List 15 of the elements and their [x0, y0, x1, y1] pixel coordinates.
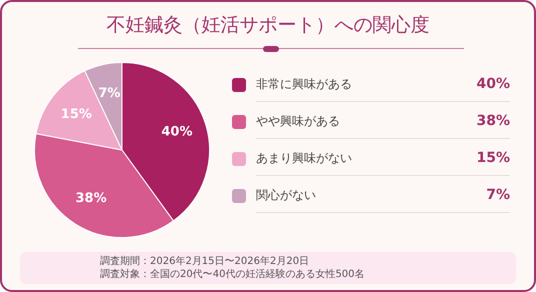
- text: 40%: [476, 76, 510, 92]
- text: 7%: [486, 186, 510, 202]
- data-label: 40%: [161, 124, 192, 140]
- data-label: 15%: [60, 106, 92, 122]
- text: 調査対象：全国の20代〜40代の妊活経験のある女性500名: [100, 268, 366, 281]
- data-label: 38%: [75, 191, 107, 206]
- chart-title: 不妊鍼灸（妊活サポート）への関心度: [106, 13, 430, 38]
- text: 調査期間：2026年2月15日〜2026年2月20日: [100, 255, 310, 268]
- legend-label: 関心がない: [256, 186, 316, 204]
- legend-label: あまり興味がない: [256, 150, 352, 166]
- text: 38%: [476, 112, 510, 128]
- legend-label: 非常に興味がある: [256, 76, 352, 92]
- legend-label: やや興味がある: [256, 112, 340, 130]
- text: 15%: [476, 150, 510, 166]
- data-label: 7%: [98, 86, 120, 102]
